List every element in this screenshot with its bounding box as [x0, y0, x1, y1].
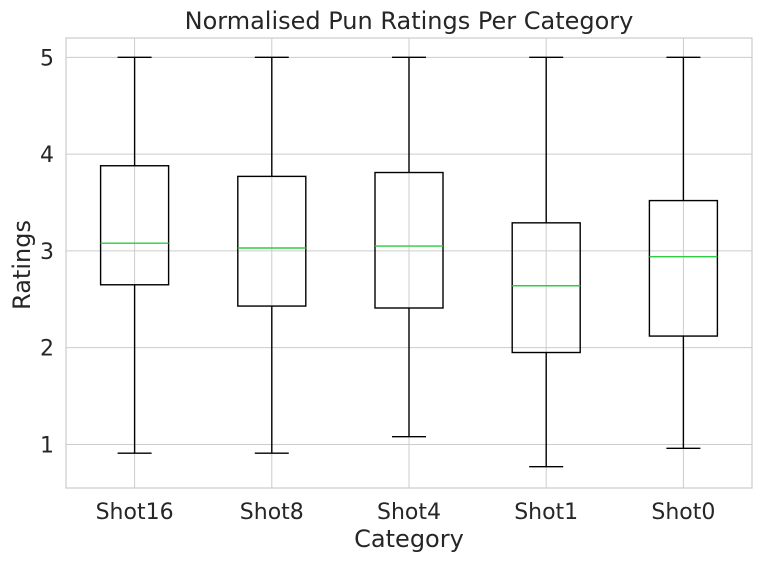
x-tick-label: Shot1 [514, 500, 578, 525]
x-tick-label: Shot0 [651, 500, 715, 525]
y-tick-label: 5 [40, 46, 54, 71]
y-axis-label: Ratings [8, 220, 36, 310]
y-tick-label: 4 [40, 143, 54, 168]
box-shot1 [511, 56, 581, 468]
iqr-box [99, 165, 170, 286]
box-shot4 [374, 56, 444, 438]
box-shot0 [648, 56, 719, 450]
y-tick-label: 3 [40, 240, 54, 265]
box-shot8 [237, 56, 307, 454]
y-tick-label: 1 [40, 433, 54, 458]
iqr-box [511, 222, 581, 354]
iqr-box [648, 199, 719, 337]
boxes [99, 56, 719, 468]
box-shot16 [99, 56, 170, 454]
iqr-box [237, 175, 307, 307]
x-axis-label: Category [354, 525, 464, 553]
y-tick-label: 2 [40, 337, 54, 362]
x-tick-label: Shot8 [240, 500, 304, 525]
x-tick-labels: Shot16 Shot8 Shot4 Shot1 Shot0 [96, 500, 716, 525]
y-tick-labels: 1 2 3 4 5 [40, 46, 54, 458]
x-tick-label: Shot16 [96, 500, 174, 525]
x-tick-label: Shot4 [377, 500, 441, 525]
iqr-box [374, 171, 444, 309]
chart-title: Normalised Pun Ratings Per Category [185, 7, 634, 35]
plot-frame [65, 37, 753, 489]
